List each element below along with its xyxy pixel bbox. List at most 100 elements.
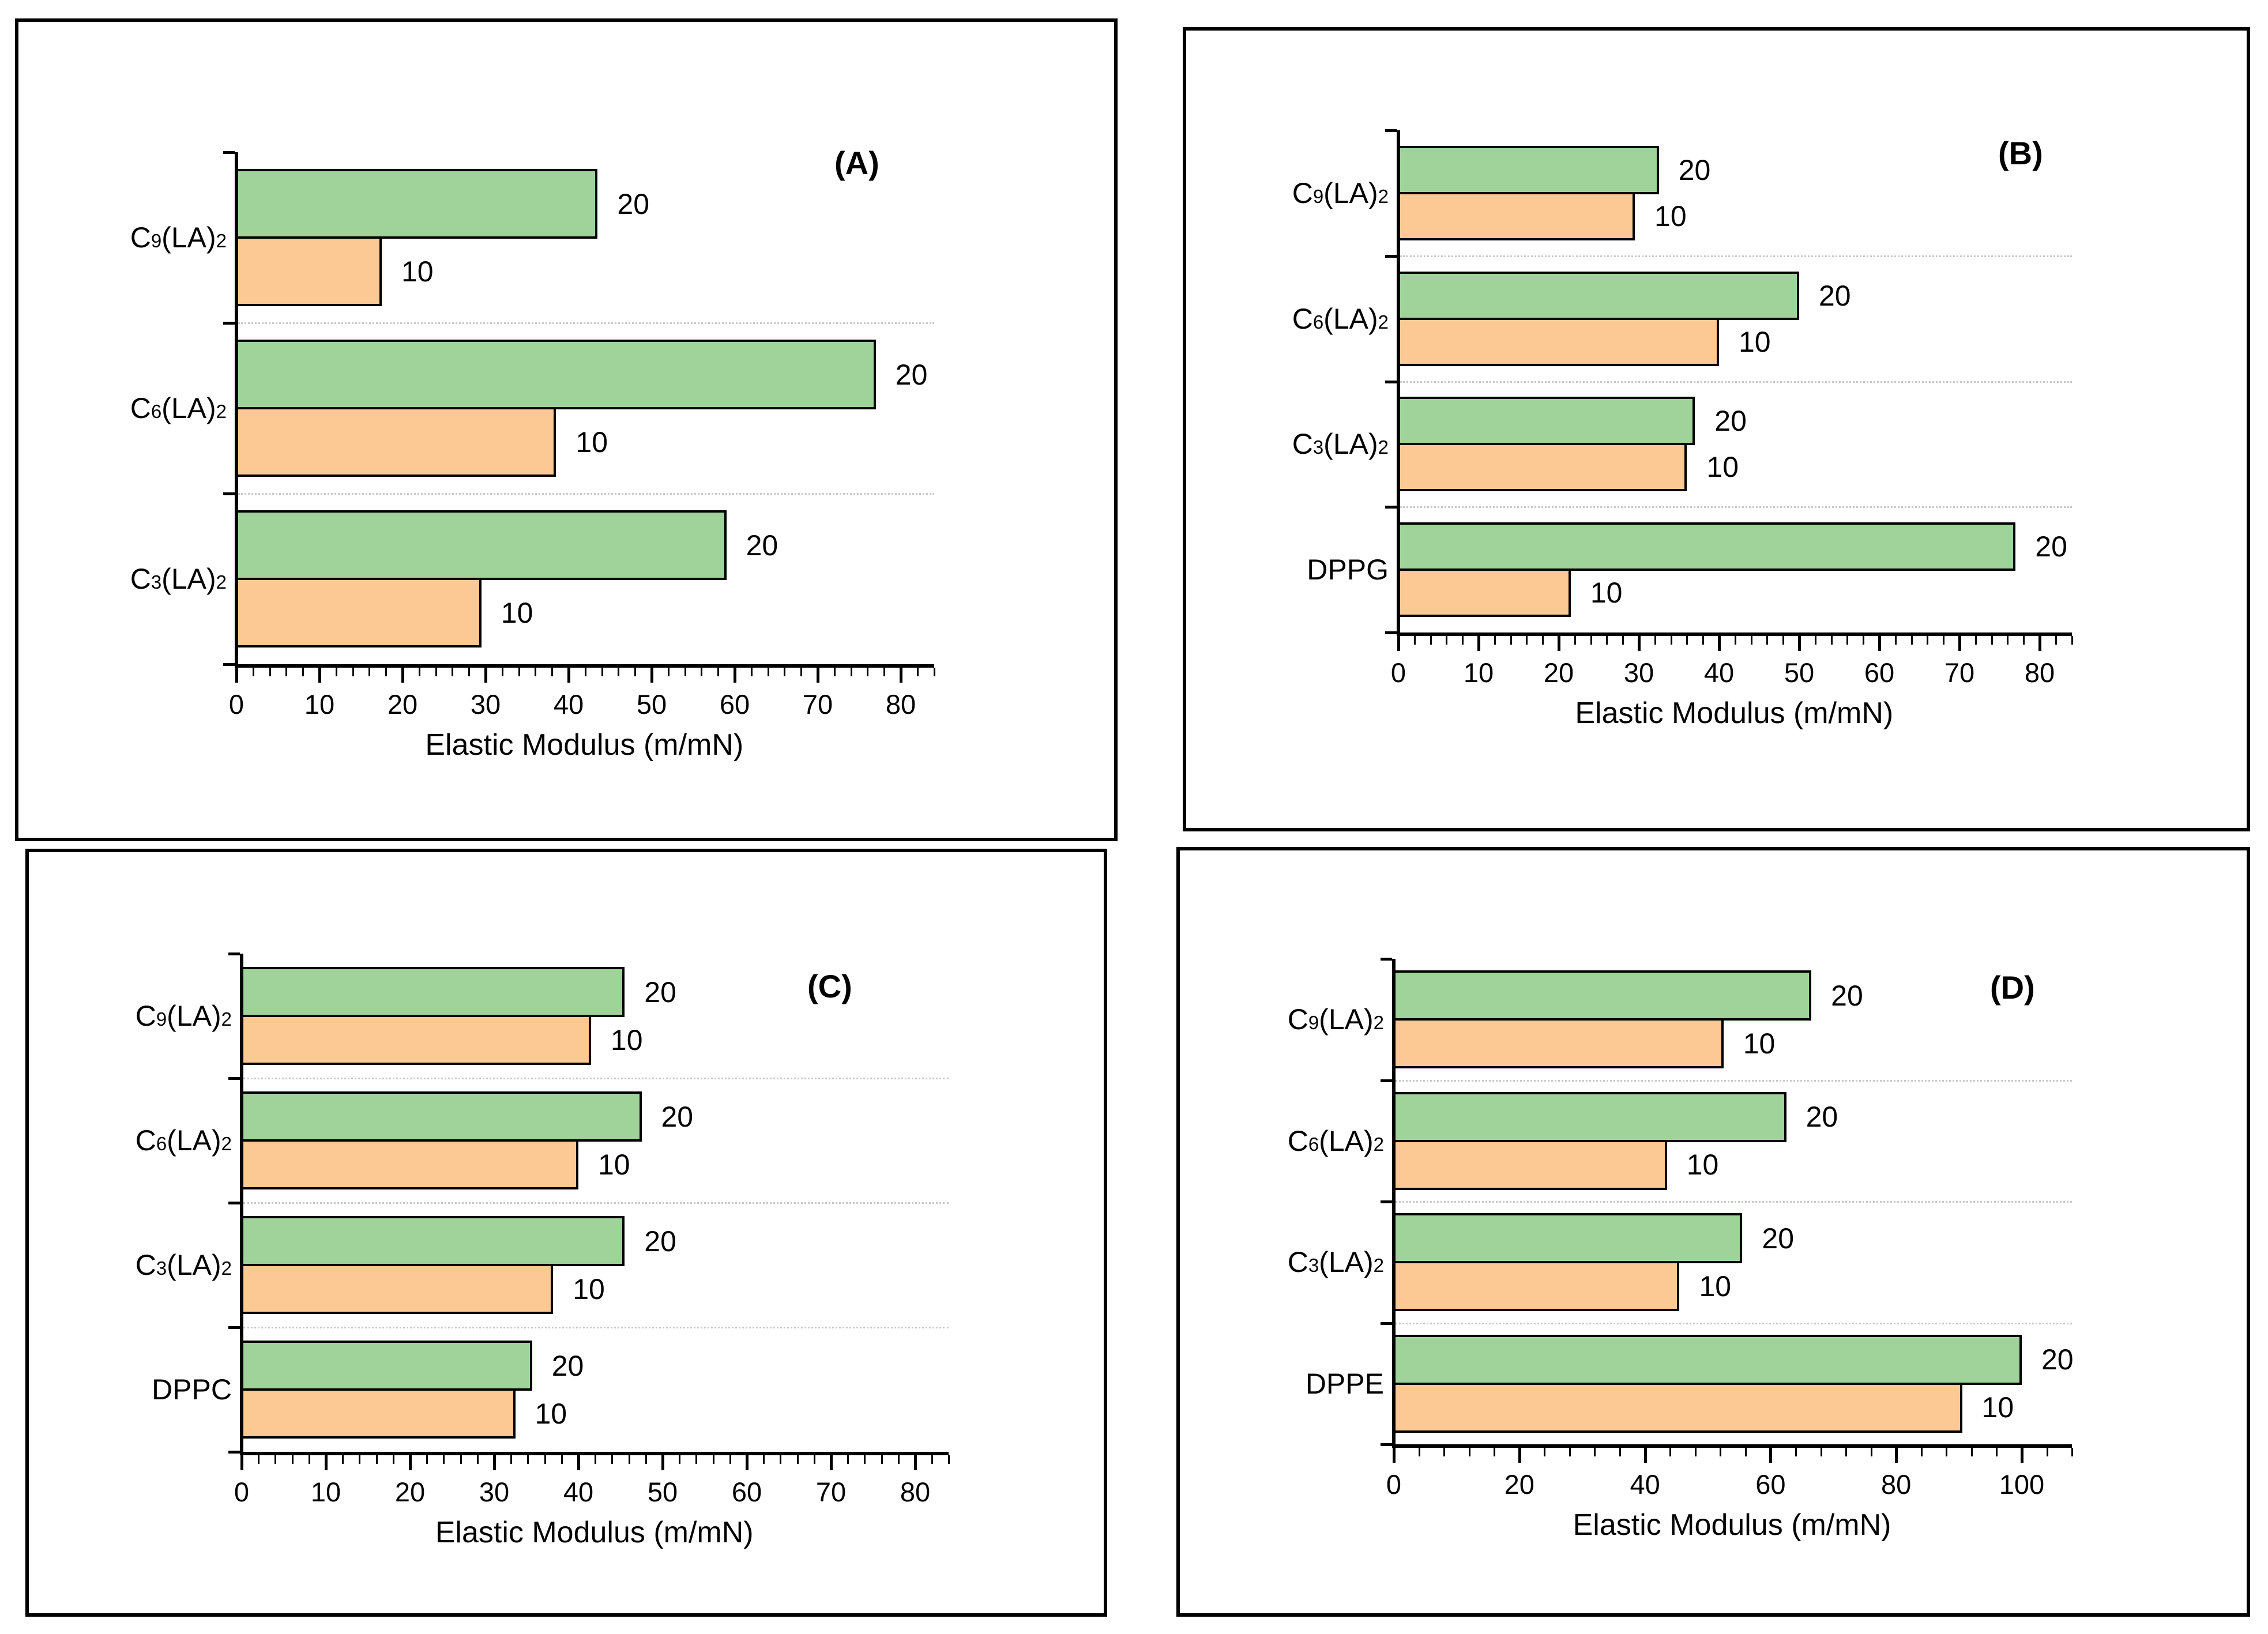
x-axis-title: Elastic Modulus (m/mN) xyxy=(425,728,744,762)
x-minor-tick xyxy=(274,1455,277,1464)
y-axis-tick xyxy=(1381,958,1392,961)
bar-value-label: 20 xyxy=(2041,1343,2074,1376)
x-minor-tick xyxy=(1991,636,1993,645)
x-minor-tick xyxy=(368,668,371,676)
x-tick-label: 80 xyxy=(2024,657,2055,688)
x-minor-tick xyxy=(2071,1448,2074,1456)
x-minor-tick xyxy=(1443,1448,1446,1456)
x-major-tick xyxy=(1718,636,1721,651)
bar-C6(LA)2-10 xyxy=(240,1139,578,1189)
x-minor-tick xyxy=(1462,636,1464,645)
x-minor-tick xyxy=(302,668,304,676)
x-minor-tick xyxy=(252,668,254,676)
x-major-tick xyxy=(325,1455,328,1470)
group-separator-line xyxy=(243,1078,949,1079)
x-minor-tick xyxy=(561,1455,563,1464)
x-minor-tick xyxy=(1702,636,1705,645)
group-separator-line xyxy=(238,493,934,495)
x-minor-tick xyxy=(867,668,869,676)
x-minor-tick xyxy=(1430,636,1432,645)
x-minor-tick xyxy=(813,1455,815,1464)
x-minor-tick xyxy=(601,668,603,676)
x-minor-tick xyxy=(1974,636,1977,645)
x-major-tick xyxy=(1397,636,1400,651)
x-minor-tick xyxy=(767,668,769,676)
group-separator-line xyxy=(1400,381,2072,383)
x-minor-tick xyxy=(717,668,720,676)
bar-DPPC-20 xyxy=(240,1341,532,1391)
bar-C3(LA)2-20 xyxy=(1392,1213,1743,1264)
x-minor-tick xyxy=(476,1455,479,1464)
bar-value-label: 20 xyxy=(746,529,778,562)
category-label: C 3 (LA) 2 xyxy=(130,563,227,595)
x-major-tick xyxy=(1643,1448,1647,1463)
x-minor-tick xyxy=(418,668,420,676)
x-axis xyxy=(240,1452,949,1455)
bar-value-label: 20 xyxy=(644,1225,676,1257)
x-minor-tick xyxy=(426,1455,428,1464)
x-minor-tick xyxy=(1845,1448,1848,1456)
x-minor-tick xyxy=(2007,636,2009,645)
x-minor-tick xyxy=(359,1455,361,1464)
x-axis xyxy=(1397,632,2072,636)
x-tick-label: 60 xyxy=(731,1477,762,1507)
x-minor-tick xyxy=(1814,636,1816,645)
panel-letter: (D) xyxy=(1990,969,2035,1006)
bar-value-label: 20 xyxy=(1678,153,1711,186)
x-minor-tick xyxy=(352,668,354,676)
x-tick-label: 20 xyxy=(1543,657,1574,688)
x-minor-tick xyxy=(667,668,670,676)
bar-C6(LA)2-10 xyxy=(1397,317,1719,366)
x-tick-label: 0 xyxy=(228,689,245,720)
y-axis-tick xyxy=(223,322,235,325)
x-minor-tick xyxy=(1894,636,1897,645)
bar-C9(LA)2-10 xyxy=(1397,191,1635,240)
y-axis-tick xyxy=(1381,1200,1392,1203)
x-minor-tick xyxy=(1750,636,1752,645)
bar-value-label: 10 xyxy=(610,1023,643,1056)
x-minor-tick xyxy=(847,1455,849,1464)
y-axis xyxy=(240,954,243,1455)
x-minor-tick xyxy=(527,1455,529,1464)
x-minor-tick xyxy=(308,1455,310,1464)
x-minor-tick xyxy=(468,668,471,676)
x-minor-tick xyxy=(460,1455,462,1464)
x-tick-label: 40 xyxy=(1703,657,1735,688)
x-minor-tick xyxy=(1669,1448,1672,1456)
x-minor-tick xyxy=(684,668,686,676)
x-tick-label: 40 xyxy=(1630,1469,1660,1500)
panel-D: 0 20 40 60 80 100 Elastic Modulus (m/mN) (D) 20 1… xyxy=(1176,847,2250,1617)
category-label: C 3 (LA) 2 xyxy=(1292,428,1389,461)
bar-C3(LA)2-10 xyxy=(1397,443,1687,492)
x-minor-tick xyxy=(916,668,919,676)
y-axis-tick xyxy=(223,151,235,154)
x-minor-tick xyxy=(1594,1448,1596,1456)
bar-value-label: 10 xyxy=(1739,325,1771,358)
x-minor-tick xyxy=(1846,636,1849,645)
bar-value-label: 10 xyxy=(598,1148,630,1181)
x-minor-tick xyxy=(595,1455,597,1464)
y-axis-tick xyxy=(228,952,240,955)
x-minor-tick xyxy=(258,1455,260,1464)
y-axis-tick xyxy=(228,1451,240,1454)
x-tick-label: 60 xyxy=(1864,657,1895,688)
x-minor-tick xyxy=(729,1455,731,1464)
category-label: C 6 (LA) 2 xyxy=(130,392,227,424)
x-minor-tick xyxy=(784,668,786,676)
bar-C9(LA)2-20 xyxy=(1392,970,1812,1021)
x-minor-tick xyxy=(618,668,620,676)
x-tick-label: 20 xyxy=(1504,1469,1534,1500)
bar-C6(LA)2-20 xyxy=(235,340,876,409)
x-major-tick xyxy=(830,1455,833,1470)
x-tick-label: 20 xyxy=(387,689,418,720)
x-minor-tick xyxy=(1795,1448,1797,1456)
bar-DPPE-20 xyxy=(1392,1334,2022,1385)
x-minor-tick xyxy=(510,1455,513,1464)
x-minor-tick xyxy=(763,1455,765,1464)
x-tick-label: 70 xyxy=(802,689,833,720)
group-separator-line xyxy=(243,1202,949,1204)
x-minor-tick xyxy=(780,1455,782,1464)
x-minor-tick xyxy=(800,668,803,676)
x-tick-label: 0 xyxy=(234,1477,250,1507)
